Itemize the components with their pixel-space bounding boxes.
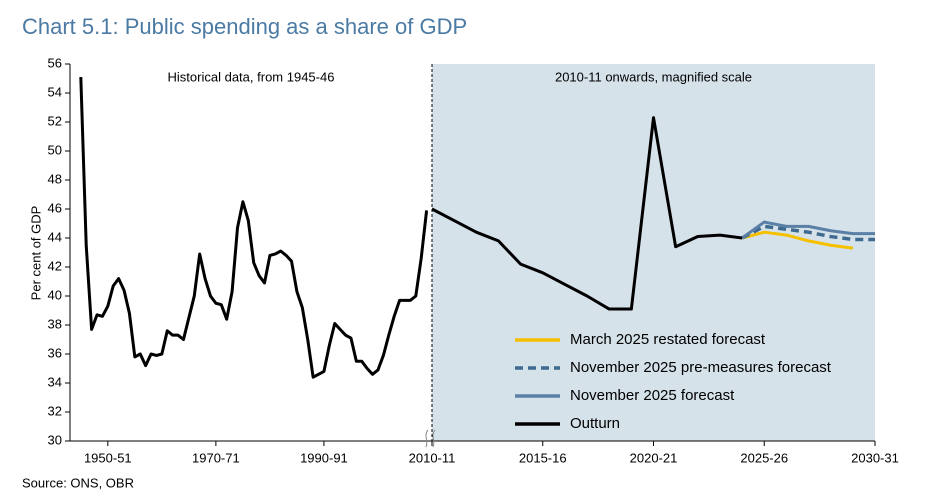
legend-label: November 2025 forecast bbox=[570, 387, 735, 404]
x-tick-label: 2010-11 bbox=[409, 450, 456, 465]
y-tick-label: 42 bbox=[48, 258, 62, 273]
y-tick-label: 46 bbox=[48, 200, 62, 215]
axis-break bbox=[425, 429, 436, 448]
y-tick-label: 38 bbox=[48, 316, 62, 331]
series-line bbox=[431, 116, 743, 311]
y-tick-label: 40 bbox=[48, 287, 62, 302]
series-line bbox=[741, 220, 875, 240]
x-tick-label: 2025-26 bbox=[740, 450, 788, 465]
front-layer: Historical data, from 1945-46 30 32 34 36 38 4… bbox=[48, 55, 899, 465]
x-tick-label: 1970-71 bbox=[192, 450, 240, 465]
x-tick-label: 2020-21 bbox=[630, 450, 678, 465]
x-tick-label: 2030-31 bbox=[851, 450, 899, 465]
y-tick-label: 54 bbox=[48, 84, 62, 99]
legend-label: Outturn bbox=[570, 415, 620, 432]
line-layer bbox=[79, 77, 875, 379]
legend-label: November 2025 pre-measures forecast bbox=[570, 359, 832, 376]
y-tick-label: 50 bbox=[48, 142, 62, 157]
panel-annotation: Historical data, from 1945-46 bbox=[168, 69, 335, 84]
y-tick-label: 44 bbox=[48, 229, 62, 244]
series-line bbox=[741, 224, 875, 242]
y-axis-label: Per cent of GDP bbox=[28, 206, 43, 301]
y-tick-label: 34 bbox=[48, 374, 62, 389]
panel-annotation: 2010-11 onwards, magnified scale bbox=[555, 69, 752, 84]
x-tick-label: 1950-51 bbox=[84, 450, 132, 465]
y-tick-label: 32 bbox=[48, 403, 62, 418]
x-tick-label: 1990-91 bbox=[300, 450, 348, 465]
chart-title: Chart 5.1: Public spending as a share of… bbox=[22, 14, 467, 39]
y-tick-label: 36 bbox=[48, 345, 62, 360]
y-tick-label: 52 bbox=[48, 113, 62, 128]
source: Source: ONS, OBR bbox=[22, 475, 134, 490]
series-line bbox=[79, 77, 429, 379]
x-tick-label: 2015-16 bbox=[519, 450, 567, 465]
y-tick-label: 48 bbox=[48, 171, 62, 186]
y-tick-label: 30 bbox=[48, 432, 62, 447]
series-line bbox=[741, 230, 854, 250]
legend-label: March 2025 restated forecast bbox=[570, 331, 766, 348]
y-tick-label: 56 bbox=[48, 55, 62, 70]
